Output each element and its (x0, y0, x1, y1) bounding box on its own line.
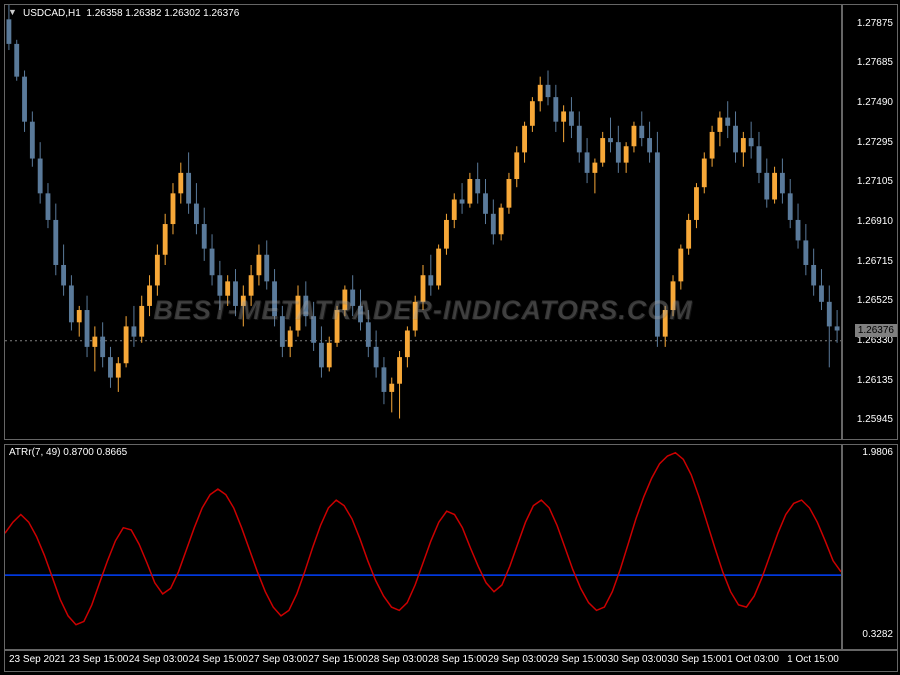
indicator-chart (5, 445, 841, 649)
time-tick: 24 Sep 15:00 (189, 654, 249, 665)
time-tick: 23 Sep 15:00 (69, 654, 129, 665)
time-tick: 29 Sep 15:00 (548, 654, 608, 665)
time-tick: 29 Sep 03:00 (488, 654, 548, 665)
time-axis: 23 Sep 202123 Sep 15:0024 Sep 03:0024 Se… (4, 650, 898, 672)
candlestick-chart (5, 5, 841, 439)
main-chart-panel[interactable]: ▼ USDCAD,H1 1.26358 1.26382 1.26302 1.26… (4, 4, 842, 440)
indicator-axis: 1.9806 0.3282 (842, 444, 898, 650)
price-tick: 1.27105 (857, 176, 893, 187)
price-tick: 1.27490 (857, 97, 893, 108)
price-tick: 1.27685 (857, 57, 893, 68)
price-tick: 1.26525 (857, 295, 893, 306)
price-tick: 1.26715 (857, 256, 893, 267)
price-axis: 1.27875 1.27685 1.27490 1.27295 1.27105 1.269… (842, 4, 898, 440)
time-tick: 1 Oct 03:00 (727, 654, 779, 665)
price-tick: 1.27295 (857, 137, 893, 148)
price-tick: 1.25945 (857, 414, 893, 425)
time-tick: 30 Sep 03:00 (608, 654, 668, 665)
price-tick: 1.27875 (857, 18, 893, 29)
watermark-text: BEST-METATRADER-INDICATORS.COM (153, 295, 692, 326)
indicator-panel[interactable]: ATRr(7, 49) 0.8700 0.8665 (4, 444, 842, 650)
time-tick: 30 Sep 15:00 (667, 654, 727, 665)
chart-container: ▼ USDCAD,H1 1.26358 1.26382 1.26302 1.26… (0, 0, 900, 675)
indicator-tick: 1.9806 (862, 447, 893, 458)
current-price-tag: 1.26376 (855, 324, 897, 337)
price-tick: 1.26910 (857, 216, 893, 227)
time-tick: 27 Sep 03:00 (248, 654, 308, 665)
indicator-tick: 0.3282 (862, 629, 893, 640)
time-tick: 24 Sep 03:00 (129, 654, 189, 665)
time-tick: 28 Sep 15:00 (428, 654, 488, 665)
price-tick: 1.26135 (857, 375, 893, 386)
time-tick: 1 Oct 15:00 (787, 654, 839, 665)
time-tick: 23 Sep 2021 (9, 654, 66, 665)
time-tick: 28 Sep 03:00 (368, 654, 428, 665)
time-tick: 27 Sep 15:00 (308, 654, 368, 665)
